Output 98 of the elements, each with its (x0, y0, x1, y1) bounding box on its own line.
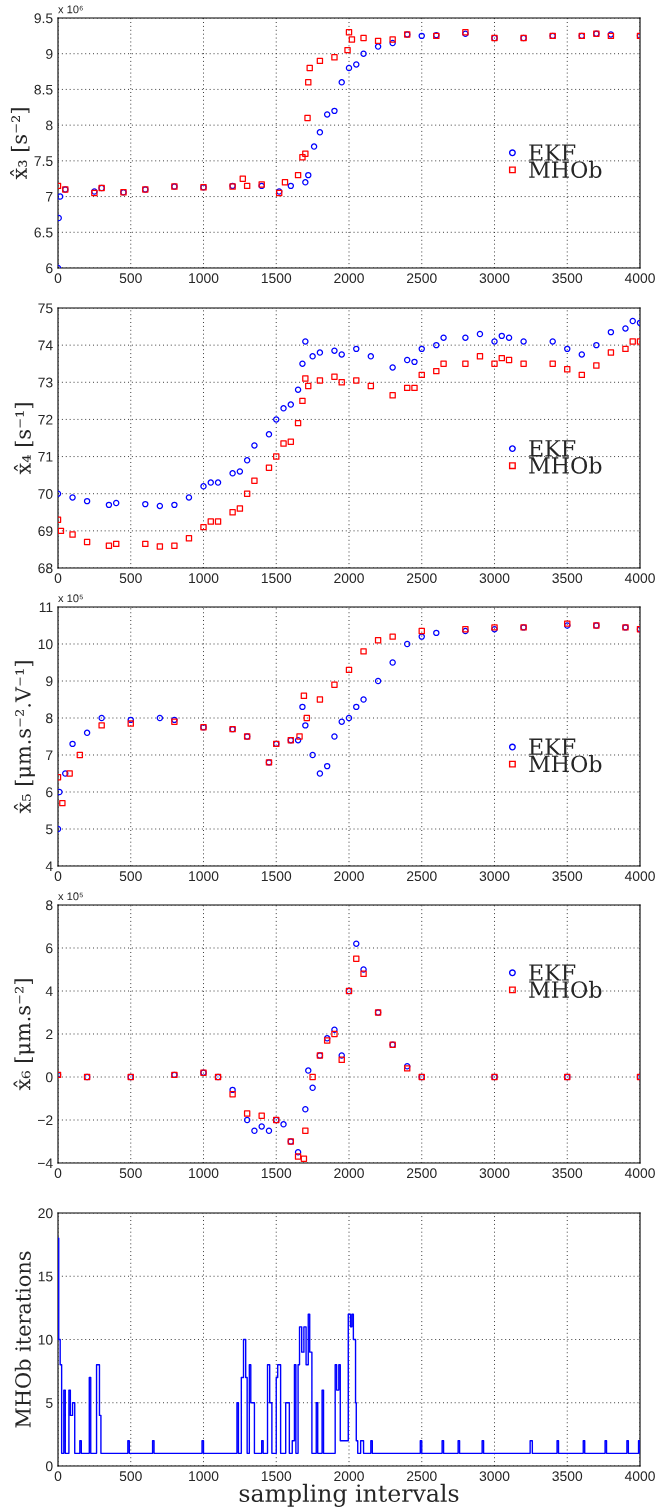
legend-label: MHOb (529, 755, 602, 773)
y-tick-label: 8 (46, 713, 53, 724)
x-tick-label: 1500 (261, 573, 292, 584)
x-tick-label: 4000 (624, 871, 655, 882)
y-tick-label: 15 (38, 1271, 53, 1282)
legend-label: MHOb (529, 980, 602, 998)
y-tick-label: 0 (45, 1072, 53, 1083)
x-tick-label: 1500 (261, 273, 292, 284)
x-tick-label: 2000 (334, 273, 364, 284)
x-tick-label: 500 (119, 1168, 142, 1179)
y-axis-title: x̂₆ [μm.s⁻²] (13, 979, 35, 1091)
x-tick-label: 1000 (189, 871, 219, 882)
legend-label: EKF (529, 440, 576, 457)
y-tick-label: 4 (45, 861, 53, 872)
x-tick-label: 1500 (261, 871, 292, 882)
y-tick-label: 68 (38, 563, 53, 574)
x-tick-label: 2000 (334, 871, 364, 882)
x-tick-label: 0 (54, 573, 62, 584)
text: x 10⁵ (58, 594, 83, 603)
y-tick-label: 8.5 (34, 84, 53, 95)
y-tick-label: 9 (46, 49, 53, 59)
y-tick-label: 8 (46, 120, 53, 131)
x-tick-label: 2500 (407, 1168, 437, 1179)
y-tick-label: 5 (45, 1398, 53, 1408)
y-tick-label: 69 (38, 526, 53, 537)
y-tick-label: 11 (39, 602, 53, 613)
x-tick-label: 3000 (479, 871, 510, 882)
y-tick-label: 6 (46, 263, 53, 274)
x-tick-label: 4000 (624, 1168, 655, 1179)
x-tick-label: 3000 (479, 273, 510, 284)
x-tick-label: 2500 (407, 573, 437, 584)
legend-label: EKF (529, 964, 576, 981)
legend-label: EKF (529, 738, 576, 755)
x-tick-label: 2500 (407, 871, 437, 882)
y-tick-label: 7 (46, 750, 53, 761)
y-axis-title: x̂₃ [s⁻²] (10, 108, 30, 180)
x-tick-label: 3500 (552, 1471, 583, 1482)
x-tick-label: 3500 (552, 1168, 583, 1179)
y-tick-label: 9 (46, 676, 53, 687)
y-tick-label: 72 (38, 414, 53, 425)
x-tick-label: 4000 (624, 1471, 655, 1482)
y-tick-label: 4 (45, 986, 53, 997)
y-tick-label: 20 (38, 1208, 53, 1219)
y-axis-title: x̂₅ [μm.s⁻².V⁻¹] (13, 661, 35, 814)
x-tick-label: 3000 (479, 1471, 510, 1482)
x-tick-label: 1500 (261, 1471, 292, 1482)
x-tick-label: 4000 (624, 573, 655, 584)
x-tick-label: 1000 (189, 573, 219, 584)
x-tick-label: 3000 (479, 573, 510, 584)
y-tick-label: 71 (38, 452, 53, 462)
y-axis-title: x̂₄ [s⁻¹] (13, 403, 34, 475)
x-tick-label: 0 (54, 273, 62, 284)
x-tick-label: 2500 (407, 273, 437, 284)
y-tick-label: 6 (46, 943, 53, 954)
x-tick-label: 500 (119, 1471, 142, 1482)
y-tick-label: 74 (38, 340, 53, 351)
legend-label: EKF (529, 144, 576, 161)
y-tick-label: 6.5 (34, 227, 53, 238)
y-tick-label: 75 (38, 303, 53, 314)
x-tick-label: 3500 (552, 273, 583, 284)
x-tick-label: 2000 (334, 1168, 364, 1179)
x-tick-label: 2000 (334, 573, 364, 584)
y-tick-label: 10 (38, 639, 53, 650)
y-tick-label: 7 (46, 192, 53, 202)
legend-label: MHOb (529, 456, 602, 474)
y-tick-label: 73 (38, 377, 53, 388)
x-tick-label: 1500 (261, 1168, 292, 1179)
y-tick-label: 2 (46, 1029, 53, 1040)
x-tick-label: 0 (54, 1168, 62, 1179)
y-tick-label: 6 (46, 787, 53, 798)
y-tick-label: 0 (45, 1461, 53, 1472)
x-tick-label: 0 (54, 871, 62, 882)
y-tick-label: 10 (38, 1334, 53, 1345)
x-tick-label: 0 (54, 1471, 62, 1482)
x-tick-label: 500 (119, 573, 142, 584)
y-tick-label: 70 (38, 489, 53, 499)
text: x 10⁶ (58, 5, 83, 14)
y-tick-label: −2 (37, 1115, 53, 1126)
x-tick-label: 1000 (189, 1168, 219, 1179)
x-axis-title: sampling intervals (239, 1483, 459, 1507)
x-tick-label: 3500 (552, 573, 583, 584)
text: x 10⁵ (58, 892, 83, 901)
y-axis-title: MHOb iterations (14, 1251, 31, 1428)
y-tick-label: 7.5 (34, 156, 53, 167)
y-tick-label: 9.5 (34, 13, 53, 24)
x-tick-label: 1000 (189, 1471, 219, 1482)
x-tick-label: 3000 (479, 1168, 510, 1179)
x-tick-label: 3500 (552, 871, 583, 882)
x-tick-label: 4000 (624, 273, 655, 284)
x-tick-label: 2000 (334, 1471, 364, 1482)
legend-label: MHOb (529, 160, 602, 178)
x-tick-label: 500 (119, 871, 142, 882)
y-tick-label: 5 (45, 824, 53, 835)
x-tick-label: 1000 (189, 273, 219, 284)
x-tick-label: 2500 (407, 1471, 437, 1482)
y-tick-label: −4 (37, 1158, 53, 1169)
x-tick-label: 500 (119, 273, 142, 284)
y-tick-label: 8 (46, 900, 53, 911)
